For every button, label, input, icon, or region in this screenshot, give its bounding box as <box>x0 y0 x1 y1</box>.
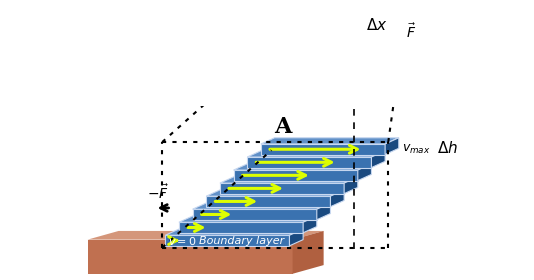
Polygon shape <box>261 138 399 144</box>
Polygon shape <box>220 183 344 194</box>
Text: $-\vec{F}$: $-\vec{F}$ <box>147 183 169 202</box>
Polygon shape <box>233 164 372 170</box>
Polygon shape <box>289 229 303 246</box>
Polygon shape <box>165 235 289 246</box>
Text: $\Delta x$: $\Delta x$ <box>366 17 387 33</box>
Polygon shape <box>261 144 385 155</box>
Text: $v_{max}$: $v_{max}$ <box>402 143 430 156</box>
Polygon shape <box>247 151 385 157</box>
Polygon shape <box>385 138 399 155</box>
Polygon shape <box>193 209 317 220</box>
Polygon shape <box>165 229 303 235</box>
Polygon shape <box>220 177 358 183</box>
Text: $v=0$: $v=0$ <box>168 235 197 247</box>
Text: Boundary layer: Boundary layer <box>199 235 285 246</box>
Polygon shape <box>247 157 372 167</box>
Polygon shape <box>293 231 324 274</box>
Text: $\Delta h$: $\Delta h$ <box>437 140 458 156</box>
Polygon shape <box>179 222 303 233</box>
Polygon shape <box>233 170 358 181</box>
Polygon shape <box>206 190 344 196</box>
Polygon shape <box>88 240 293 274</box>
Polygon shape <box>344 177 358 194</box>
Text: A: A <box>274 116 292 137</box>
Polygon shape <box>88 231 324 240</box>
Polygon shape <box>179 216 317 222</box>
Polygon shape <box>193 203 331 209</box>
Polygon shape <box>331 190 344 207</box>
Polygon shape <box>206 196 331 207</box>
Text: $\vec{F}$: $\vec{F}$ <box>406 23 417 41</box>
Polygon shape <box>358 164 372 181</box>
Polygon shape <box>303 216 317 233</box>
Polygon shape <box>372 151 385 167</box>
Polygon shape <box>317 203 331 220</box>
